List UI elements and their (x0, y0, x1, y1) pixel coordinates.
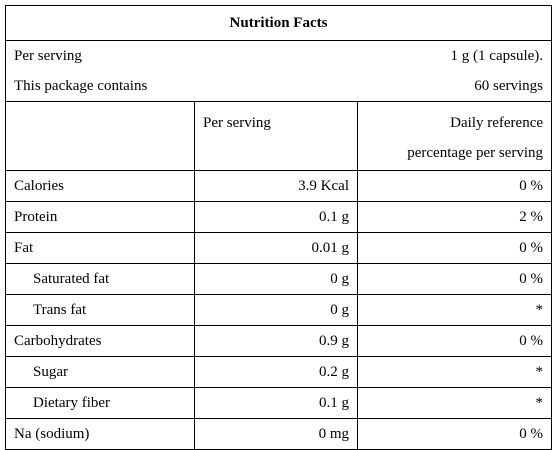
nutrient-name: Fat (5, 232, 195, 264)
nutrient-amount: 0.1 g (194, 201, 358, 233)
nutrient-amount: 0.9 g (194, 325, 358, 357)
nutrient-amount: 3.9 Kcal (194, 170, 358, 202)
serving-label: Per serving (5, 40, 358, 71)
nutrient-daily: 0 % (356, 263, 553, 295)
header-daily-line: Daily reference (450, 115, 544, 131)
nutrient-daily: 0 % (356, 418, 553, 450)
nutrient-daily: * (356, 387, 553, 419)
package-label: This package contains (5, 71, 358, 102)
serving-value: 1 g (1 capsule). (357, 40, 553, 71)
nutrient-name: Sugar (5, 356, 195, 388)
nutrient-daily: 0 % (356, 232, 553, 264)
nutrient-name: Na (sodium) (5, 418, 195, 450)
nutrient-name: Carbohydrates (5, 325, 195, 357)
nutrient-name: Saturated fat (5, 263, 195, 295)
header-daily-line: percentage per serving (407, 145, 544, 161)
sub-nutrient-row: Dietary fiber 0.1 g * (5, 387, 553, 419)
title-row: Nutrition Facts (4, 5, 553, 41)
nutrient-amount: 0.01 g (194, 232, 358, 264)
nutrient-amount: 0 mg (194, 418, 358, 450)
nutrient-daily: 2 % (356, 201, 553, 233)
nutrient-row: Calories 3.9 Kcal 0 % (5, 170, 553, 202)
header-empty (5, 101, 195, 171)
nutrient-daily: * (356, 356, 553, 388)
sub-nutrient-row: Sugar 0.2 g * (5, 356, 553, 388)
nutrient-amount: 0 g (194, 263, 358, 295)
nutrient-amount: 0 g (194, 294, 358, 326)
nutrition-table: Nutrition Facts Per serving 1 g (1 capsu… (4, 5, 553, 450)
package-row: This package contains 60 servings (5, 71, 553, 102)
nutrient-name: Trans fat (5, 294, 195, 326)
nutrient-amount: 0.2 g (194, 356, 358, 388)
nutrient-amount: 0.1 g (194, 387, 358, 419)
title: Nutrition Facts (4, 5, 553, 41)
header-per-serving: Per serving (194, 101, 358, 171)
header-row: Per serving Daily reference percentage p… (5, 101, 553, 171)
serving-row: Per serving 1 g (1 capsule). (5, 40, 553, 71)
nutrient-daily: * (356, 294, 553, 326)
sub-nutrient-row: Trans fat 0 g * (5, 294, 553, 326)
nutrient-name: Dietary fiber (5, 387, 195, 419)
nutrient-name: Protein (5, 201, 195, 233)
nutrient-name: Calories (5, 170, 195, 202)
nutrient-row: Na (sodium) 0 mg 0 % (5, 418, 553, 450)
table-body: Nutrition Facts Per serving 1 g (1 capsu… (4, 5, 553, 450)
package-value: 60 servings (357, 71, 553, 102)
nutrition-panel: Nutrition Facts Per serving 1 g (1 capsu… (4, 5, 553, 450)
header-daily: Daily reference percentage per serving (356, 101, 553, 171)
nutrient-daily: 0 % (356, 170, 553, 202)
nutrient-daily: 0 % (356, 325, 553, 357)
